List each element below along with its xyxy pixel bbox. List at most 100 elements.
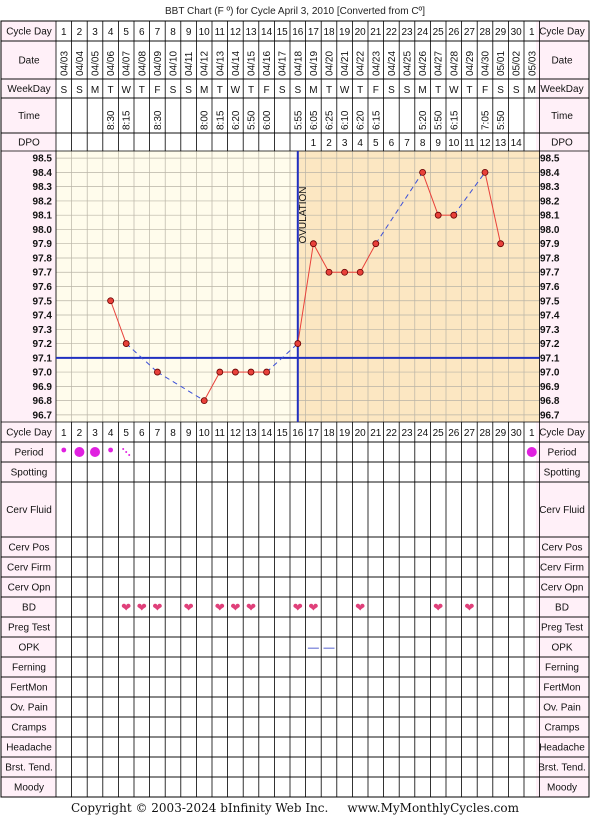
row-label-bg [1,41,56,79]
temp-point [247,368,255,376]
row-label-bg [536,21,588,41]
row-label-right-moody: Moody [547,783,577,794]
row-label-bg [1,677,56,697]
temp-point [107,297,114,305]
row-label-spotting: Spotting [11,468,48,479]
weekday-cell: W [231,85,241,96]
temp-line [484,172,502,244]
y-tick-label: 97.2 [33,339,53,350]
cycle-day-cell-bottom: 4 [108,428,114,439]
row-label-right-time: Time [551,111,573,122]
row-label-cycle-day: Cycle Day [6,428,52,439]
temp-point [294,340,302,347]
cycle-day-cell-bottom: 13 [245,428,257,439]
row-label-right-period: Period [548,448,577,459]
weekday-cell: S [170,85,177,96]
time-cell: 7:05 [481,110,492,130]
y-tick-label: 97.9 [33,239,53,250]
chart-title: BBT Chart (F º) for Cycle April 3, 2010 … [165,6,425,17]
bd-heart-icon: ❤ [121,601,131,615]
bd-heart-icon: ❤ [215,601,225,615]
weekday-cell: T [248,85,254,96]
cycle-day-cell: 23 [401,27,413,38]
y-tick-label-right: 97.6 [540,282,560,293]
date-cell: 04/15 [247,51,258,76]
row-label-bg [1,737,56,757]
weekday-cell: S [185,85,192,96]
row-label-right-date: Date [551,56,573,67]
period-marker [108,447,113,453]
cycle-day-cell-bottom: 12 [230,428,242,439]
row-label-fertmon: FertMon [10,683,47,694]
weekday-cell: T [217,85,223,96]
cycle-day-cell-bottom: 24 [417,428,429,439]
time-cell: 5:20 [418,110,429,130]
date-cell: 04/26 [418,51,429,76]
temp-point [450,211,458,219]
row-label-date: Date [18,56,40,67]
date-cell: 04/22 [356,51,367,76]
date-cell: 04/30 [481,51,492,76]
cycle-day-cell: 3 [92,27,98,38]
row-label-cerv-pos: Cerv Pos [8,543,49,554]
time-cell: 5:50 [434,110,445,130]
cycle-day-cell: 29 [495,27,507,38]
y-tick-label: 96.7 [33,410,53,421]
cycle-day-cell: 2 [77,27,83,38]
row-label-bg [536,777,588,797]
time-cell: 8:15 [122,110,133,130]
row-label-right-bd: BD [555,603,569,614]
cycle-day-cell-bottom: 19 [339,428,351,439]
date-cell: 04/04 [75,51,86,76]
bd-heart-icon: ❤ [464,601,474,615]
bd-heart-icon: ❤ [433,601,443,615]
cycle-day-cell: 17 [308,27,320,38]
dpo-cell: 11 [464,138,475,149]
time-cell: 6:25 [325,110,336,130]
y-tick-label: 98.4 [33,168,53,179]
dpo-cell: 8 [420,138,426,149]
date-cell: 04/05 [91,51,102,76]
cycle-day-cell: 1 [529,27,535,38]
weekday-cell: T [139,85,145,96]
date-cell: 04/16 [262,51,273,76]
weekday-cell: S [388,85,395,96]
date-cell: 05/02 [512,51,523,76]
row-label-bg [1,577,56,597]
cycle-day-cell: 22 [386,27,398,38]
y-tick-label: 97.5 [33,296,53,307]
date-cell: 04/28 [449,51,460,76]
date-cell: 04/24 [387,51,398,76]
date-cell: 04/08 [137,51,148,76]
date-cell: 04/03 [59,51,70,76]
temp-point [419,168,427,176]
cycle-day-cell: 1 [61,27,67,38]
y-tick-label: 97.3 [33,325,53,336]
y-tick-label: 98.3 [33,182,53,193]
y-tick-label: 98.1 [33,211,53,222]
bd-heart-icon: ❤ [293,601,303,615]
bd-heart-icon: ❤ [308,601,318,615]
bd-heart-icon: ❤ [184,601,194,615]
y-tick-label-right: 97.3 [540,325,560,336]
row-label-bg [536,422,588,442]
row-label-bg [1,597,56,617]
y-tick-label: 97.0 [33,368,53,379]
y-tick-label: 96.8 [33,396,53,407]
weekday-cell: T [357,85,363,96]
time-cell: 6:20 [356,110,367,130]
weekday-cell: W [340,85,350,96]
period-marker [128,454,131,456]
row-label-bg [1,98,56,133]
row-label-bd: BD [22,603,36,614]
y-tick-label: 97.8 [33,253,53,264]
y-tick-label: 97.1 [33,353,53,364]
y-tick-label: 98.5 [33,154,53,165]
date-cell: 04/07 [122,51,133,76]
weekday-cell: T [435,85,441,96]
bd-heart-icon: ❤ [230,601,240,615]
date-cell: 04/23 [371,51,382,76]
time-cell: 5:50 [496,110,507,130]
cycle-day-cell: 26 [448,27,460,38]
